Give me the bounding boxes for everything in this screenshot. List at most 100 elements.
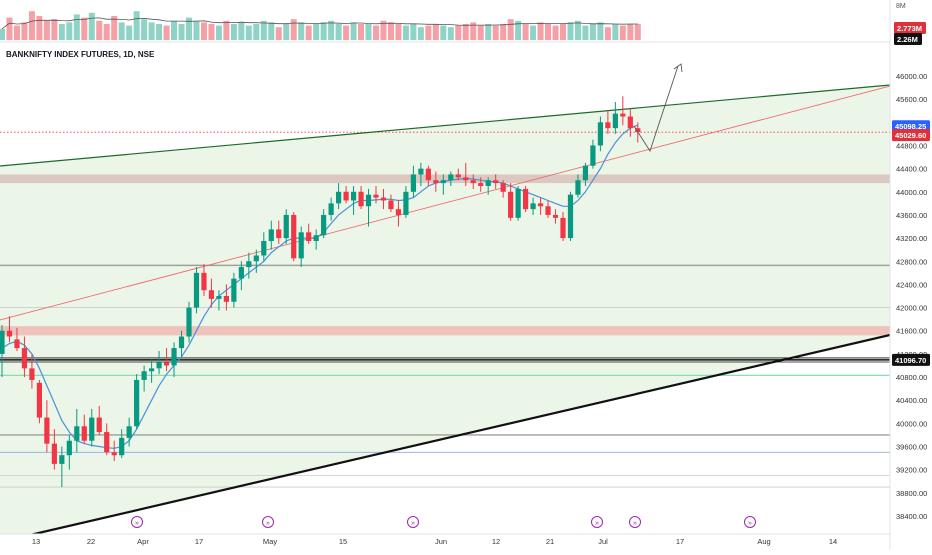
volume-bar	[455, 25, 462, 40]
candle-body	[433, 180, 439, 184]
time-tick-label: 12	[492, 537, 500, 546]
volume-bar	[395, 24, 402, 40]
candle-body	[223, 296, 229, 302]
price-tick-label: 42800.00	[896, 257, 927, 266]
time-tick-label: 15	[339, 537, 347, 546]
volume-bar	[126, 25, 133, 40]
volume-bar	[6, 17, 13, 40]
candle-body	[6, 330, 13, 337]
volume-bar	[552, 25, 559, 40]
volume-bar	[612, 24, 619, 40]
volume-bar	[545, 24, 552, 40]
volume-bar	[417, 27, 424, 40]
volume-bar	[148, 22, 155, 40]
candles	[0, 96, 641, 488]
price-pane: » » » » » »	[0, 63, 890, 534]
candle-body	[268, 229, 274, 241]
volume-bar	[328, 20, 335, 40]
svg-text:41096.70: 41096.70	[895, 356, 926, 365]
time-tick-label: 17	[195, 537, 203, 546]
candle-body	[627, 116, 633, 129]
candle-body	[36, 382, 42, 418]
volume-bar	[567, 22, 574, 40]
time-tick-label: 14	[829, 537, 837, 546]
dividend-icon: »	[591, 516, 603, 528]
volume-bar	[515, 20, 522, 40]
candle-body	[336, 191, 342, 204]
volume-bar	[103, 24, 110, 40]
volume-bar	[507, 19, 514, 40]
volume-bar	[28, 11, 35, 40]
price-tick-label: 42000.00	[896, 304, 927, 313]
candle-body	[500, 183, 506, 192]
channel-lower-line	[29, 333, 890, 534]
candle-body	[89, 417, 95, 441]
volume-bar	[500, 24, 507, 40]
candle-body	[208, 290, 215, 299]
price-plot: » » » » » »	[0, 63, 890, 534]
volume-badge-current: 2.773M	[894, 22, 926, 34]
candle-body	[343, 191, 349, 201]
dividend-icon: »	[744, 516, 756, 528]
volume-bar	[141, 19, 148, 40]
volume-bar	[522, 24, 529, 40]
candle-body	[253, 255, 259, 262]
candle-body	[380, 197, 387, 201]
candle-body	[590, 145, 596, 166]
candle-body	[537, 203, 544, 207]
time-tick-label: Aug	[757, 537, 770, 546]
volume-bar	[13, 25, 20, 40]
volume-badge-average: 2.26M	[894, 33, 922, 45]
price-tick-label: 40400.00	[896, 396, 927, 405]
candle-body	[141, 371, 147, 380]
candle-body	[418, 168, 424, 175]
volume-bar	[320, 22, 327, 40]
time-tick-label: May	[263, 537, 277, 546]
svg-text:»: »	[595, 520, 599, 527]
price-badge-level: 41096.70	[892, 353, 930, 366]
volume-bar	[208, 24, 215, 40]
candle-body	[523, 188, 529, 210]
symbol-title: BANKNIFTY INDEX FUTURES, 1D, NSE	[6, 50, 155, 59]
volume-bar	[230, 24, 237, 40]
trend-line	[0, 85, 890, 321]
candle-body	[276, 229, 282, 239]
candle-body	[134, 379, 140, 427]
volume-bar	[530, 25, 537, 40]
volume-bar	[619, 25, 626, 40]
candle-body	[358, 191, 364, 207]
time-axis[interactable]: 13 22 Apr 17 May 15 Jun 12 21 Jul 17 Aug 14	[0, 533, 890, 546]
volume-bar	[96, 20, 103, 40]
candle-body	[597, 122, 603, 146]
candle-body	[0, 330, 5, 354]
candle-body	[485, 180, 491, 186]
candle-body	[470, 180, 476, 184]
candle-body	[298, 232, 304, 259]
volume-average-line	[1, 17, 638, 30]
volume-bar	[163, 25, 170, 40]
candle-body	[238, 267, 244, 279]
time-tick-label: 17	[676, 537, 684, 546]
volume-bar	[447, 27, 454, 40]
candle-body	[111, 452, 117, 456]
candle-body	[126, 426, 132, 438]
price-tick-label: 44400.00	[896, 165, 927, 174]
candle-body	[201, 272, 207, 291]
candle-body	[21, 348, 28, 369]
price-tick-label: 43600.00	[896, 211, 927, 220]
volume-bar	[462, 24, 469, 40]
volume-bar	[313, 24, 320, 40]
candle-body	[455, 174, 461, 178]
volume-bar	[335, 24, 342, 40]
candle-body	[350, 191, 357, 201]
volume-bar	[350, 22, 357, 40]
candle-body	[567, 194, 574, 239]
candle-body	[575, 180, 581, 195]
price-tick-label: 39600.00	[896, 443, 927, 452]
price-tick-label: 44800.00	[896, 141, 927, 150]
candle-body	[440, 180, 446, 184]
candle-body	[388, 200, 394, 210]
dividend-icon: »	[407, 516, 419, 528]
